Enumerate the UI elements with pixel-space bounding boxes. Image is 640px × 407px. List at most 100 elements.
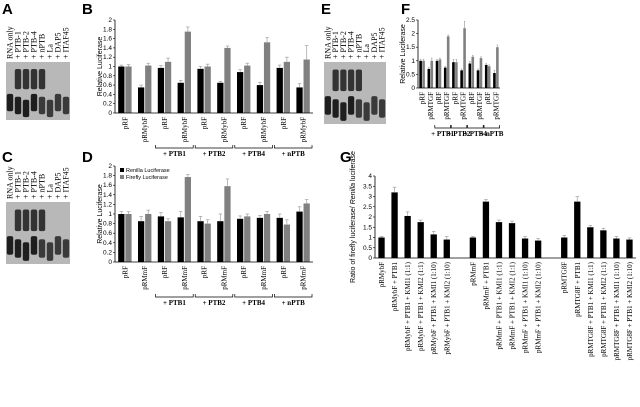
x-tick-label: pRMybF (141, 117, 149, 142)
error-bar (218, 213, 223, 222)
bar (455, 62, 458, 88)
group-label: + PTB2 (203, 299, 226, 307)
group-bracket (194, 294, 234, 298)
error-bar (225, 45, 230, 48)
bar (236, 218, 244, 262)
bar (197, 68, 204, 113)
bar (378, 237, 385, 258)
group-label: + PTB4 (464, 130, 487, 138)
legend-label: Renilla Luciferase (126, 168, 170, 174)
bar (276, 217, 283, 262)
group-bracket (274, 294, 313, 298)
error-bar (186, 26, 190, 32)
y-axis-label: Relative Luciferase (97, 37, 104, 97)
x-tick-label: pRF (419, 92, 427, 104)
gel-band (348, 96, 355, 115)
group-bracket (450, 125, 468, 129)
x-tick-label: pRF (484, 92, 492, 104)
error-bar (431, 230, 436, 235)
bar (626, 239, 633, 258)
y-tick-label: 0 (368, 255, 372, 262)
gel-band (332, 69, 339, 92)
gel-band (6, 236, 14, 255)
group-label: + PTB4 (242, 150, 265, 158)
y-axis-label-part: Relative Luciferase (97, 184, 104, 244)
gel-band (30, 93, 38, 112)
bar (204, 66, 211, 113)
bar (283, 224, 291, 262)
error-bar (460, 68, 463, 71)
y-tick-label: 1.2 (103, 54, 112, 61)
error-bar (488, 64, 490, 67)
group-bracket (274, 145, 313, 149)
error-bar (126, 211, 131, 214)
x-tick-label: pRF (201, 117, 209, 129)
error-bar (166, 218, 170, 222)
x-tick-label: pRMTG8F (561, 262, 569, 293)
x-tick-label: pRMybF (378, 262, 386, 287)
error-bar (146, 62, 151, 66)
error-bar (444, 65, 446, 68)
bar (430, 60, 434, 88)
group-bracket (194, 145, 234, 149)
bar (460, 70, 463, 88)
bar (276, 67, 283, 113)
bar (561, 237, 568, 258)
bar (296, 211, 303, 262)
group-bracket (234, 294, 273, 298)
lane-label: + nPTB (38, 174, 47, 199)
x-tick-label: pRF (121, 117, 129, 129)
y-axis-label-part: luciferase (350, 151, 357, 183)
gel-band (14, 68, 22, 90)
error-bar (469, 60, 471, 64)
error-bar (285, 56, 289, 62)
group-bracket (155, 294, 194, 298)
x-tick-label: pRMybF + PTB1 + KMI1 (1:10) (430, 261, 438, 354)
y-tick-label: 0 (108, 259, 112, 266)
bar (244, 216, 251, 262)
error-bar (258, 215, 262, 218)
x-tick-label: pRF (468, 92, 476, 104)
y-tick-label: 0.6 (103, 230, 112, 237)
gel-band (355, 99, 362, 118)
group-bracket (155, 145, 194, 149)
error-bar (304, 199, 309, 204)
group-label: + nPTB (282, 150, 306, 158)
bar (177, 217, 184, 262)
error-bar (238, 215, 242, 219)
error-bar (431, 57, 433, 61)
panel-letter: C (2, 149, 13, 166)
y-tick-label: 0.4 (103, 91, 112, 98)
bar (443, 239, 450, 258)
x-tick-label: pRMmF + PTB1 + KMI1 (1:1) (495, 261, 503, 349)
bar (184, 177, 192, 262)
bar (469, 237, 477, 258)
bar (164, 61, 172, 113)
legend-swatch (120, 168, 124, 172)
error-bar (304, 45, 309, 60)
y-tick-label: 1.6 (103, 182, 112, 189)
x-tick-label: pRMmF (469, 262, 477, 286)
error-bar (480, 56, 482, 59)
x-tick-label: pRF (280, 117, 288, 129)
error-bar (205, 219, 210, 224)
error-bar (146, 209, 151, 214)
error-bar (497, 219, 501, 223)
x-tick-label: pRMTGF (476, 92, 484, 120)
gel-band (371, 96, 378, 115)
bar (137, 221, 145, 262)
x-tick-label: pRMmF + PTB1 + KMI1 (1:10) (522, 261, 530, 353)
bar (184, 31, 192, 113)
y-tick-label: 1.5 (363, 224, 372, 231)
group-label: + PTB1 (163, 150, 186, 158)
x-tick-label: pRMTGF (460, 92, 468, 120)
bar (303, 59, 310, 113)
x-tick-label: pRF (161, 117, 169, 129)
gel-band (62, 96, 70, 115)
gel-band (324, 96, 331, 115)
error-bar (297, 206, 302, 212)
gel-band (332, 99, 339, 118)
bar (613, 238, 620, 258)
bar (508, 223, 516, 258)
lane-label: + ITAF45 (62, 167, 71, 199)
